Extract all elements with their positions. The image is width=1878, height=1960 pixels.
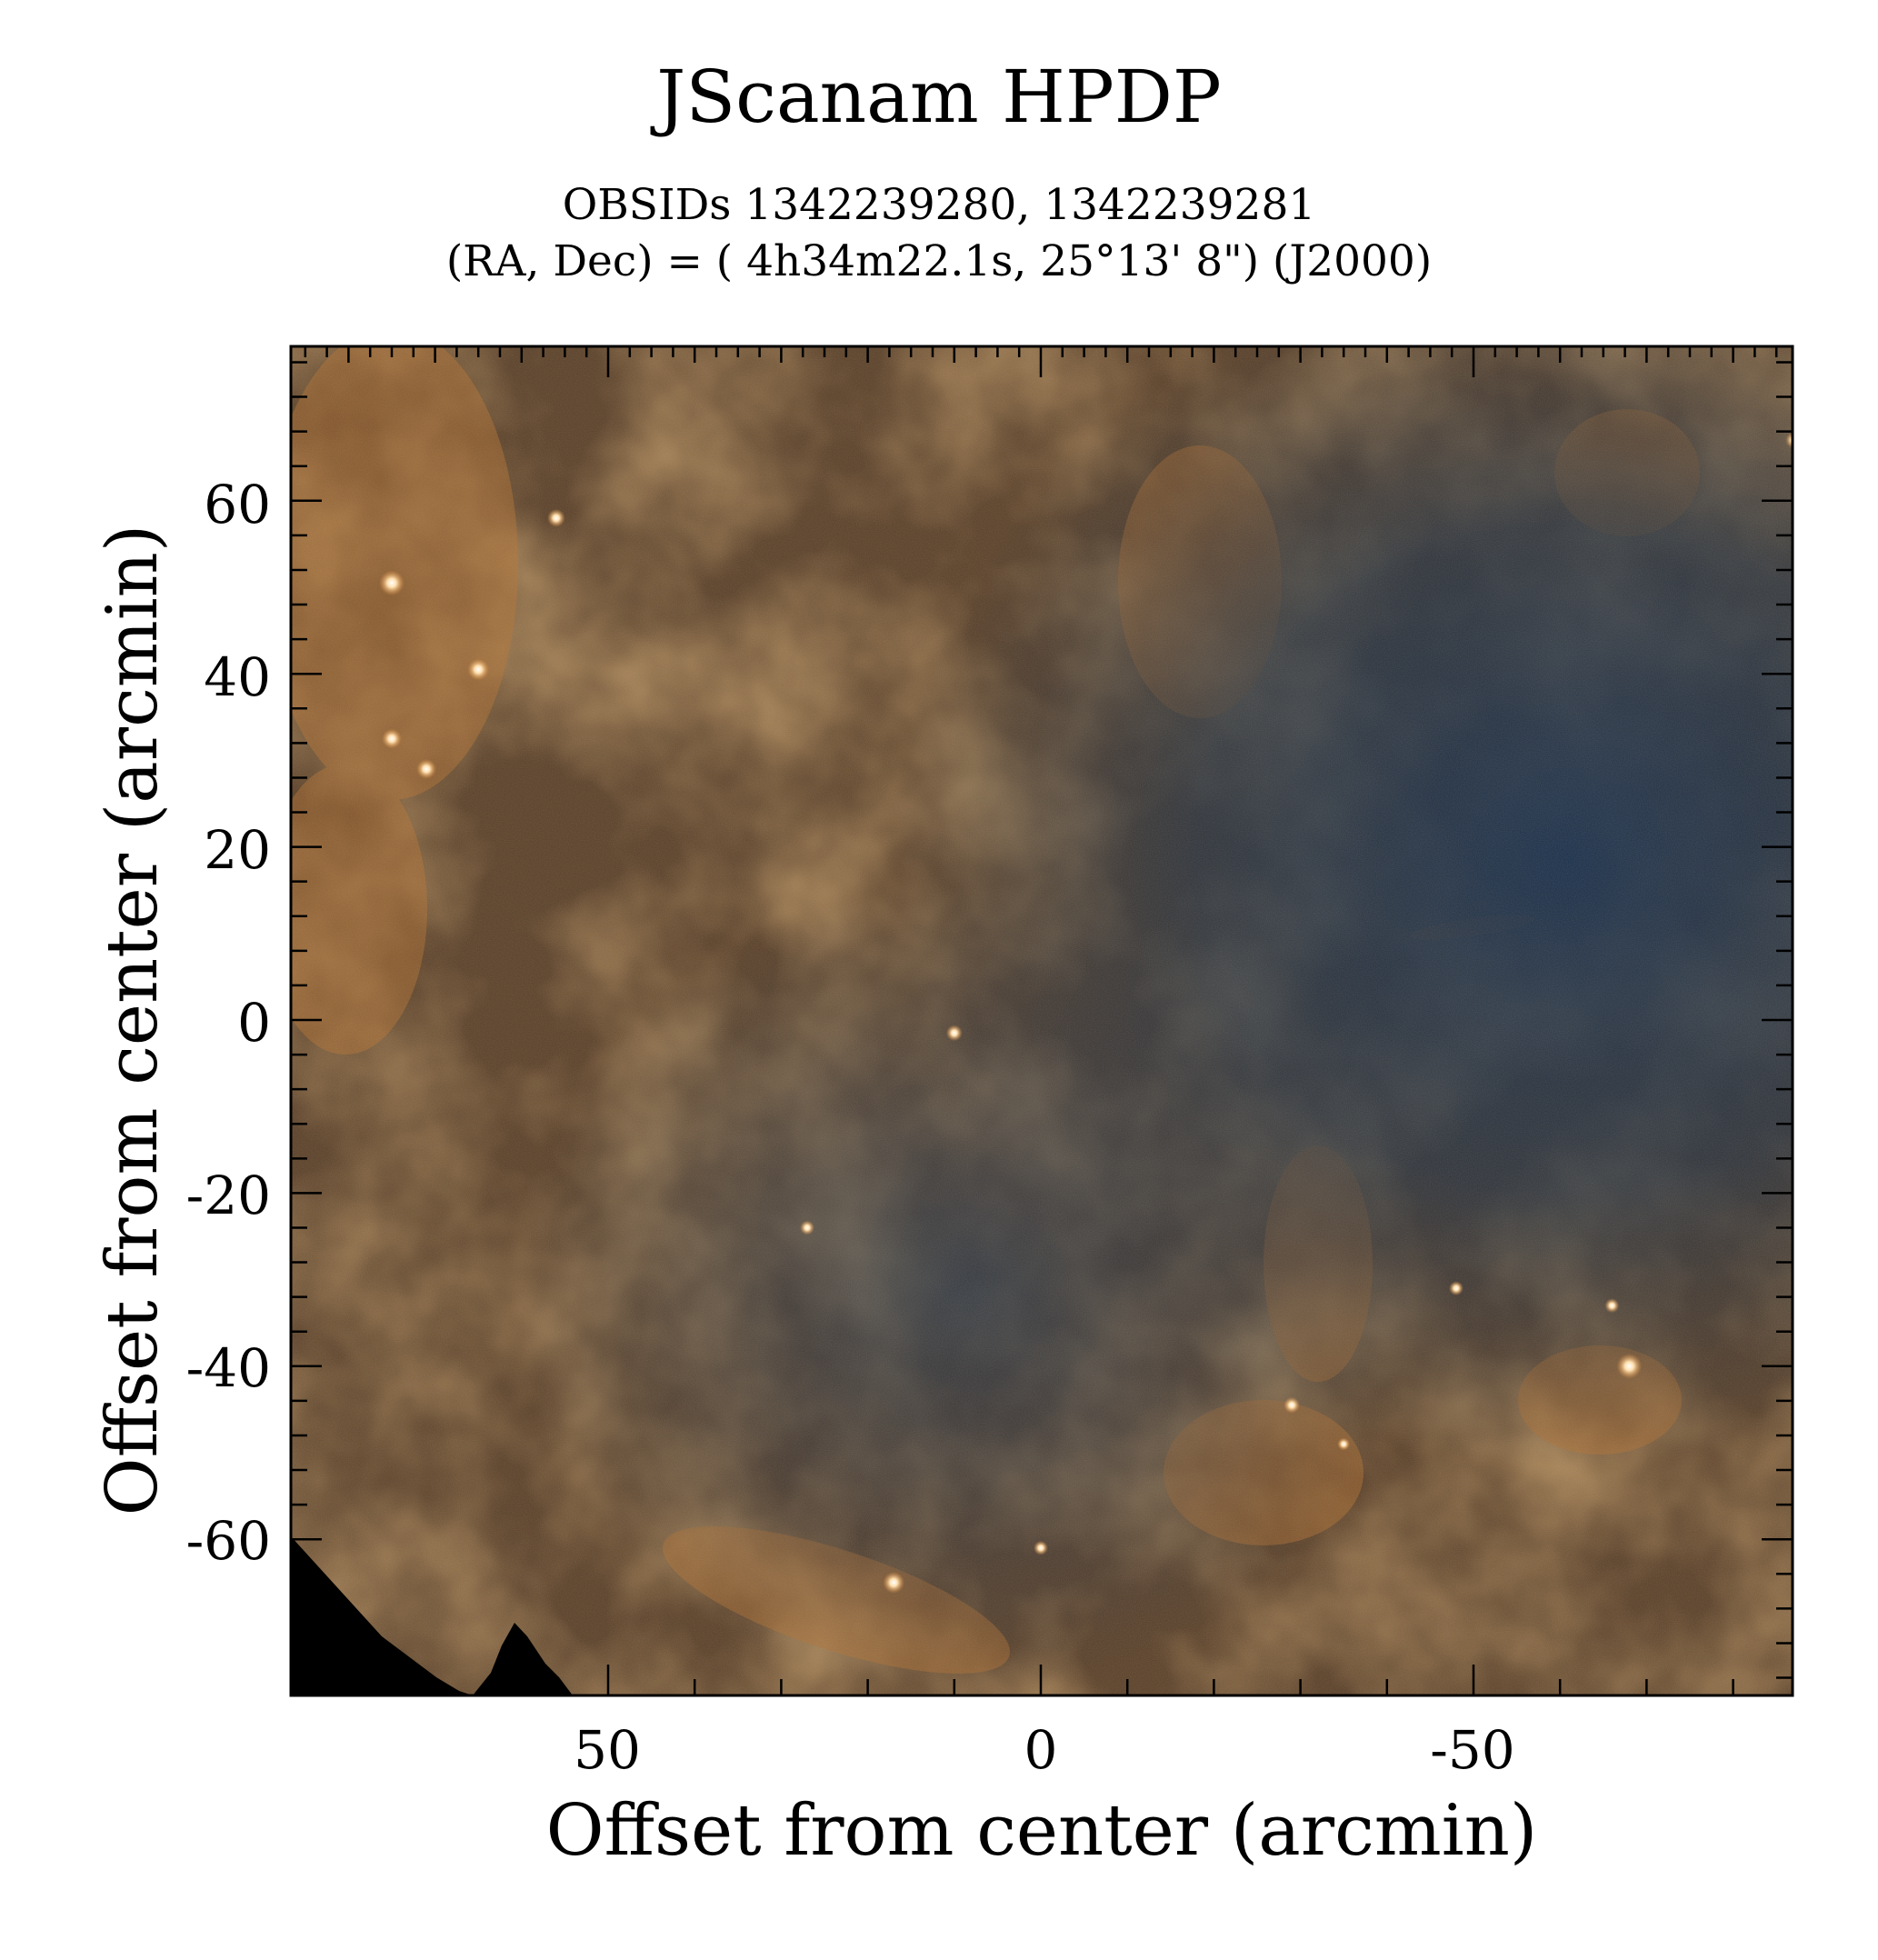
y-axis-title: Offset from center (arcmin) xyxy=(92,525,174,1516)
y-tick-label: 40 xyxy=(204,646,271,708)
point-source xyxy=(546,508,565,527)
point-sources xyxy=(379,432,1793,1594)
point-source xyxy=(1034,1540,1048,1555)
y-tick-label: -20 xyxy=(186,1165,271,1226)
axis-ticks xyxy=(291,346,1793,1695)
figure-title: JScanam HPDP xyxy=(656,55,1222,139)
point-source xyxy=(1604,1298,1620,1314)
x-tick-label: 0 xyxy=(1024,1719,1058,1781)
x-tick-label: 50 xyxy=(574,1719,641,1781)
sky-image xyxy=(291,346,1793,1695)
point-source xyxy=(467,658,490,681)
point-source xyxy=(1616,1353,1643,1379)
point-source xyxy=(945,1025,963,1042)
point-source xyxy=(799,1220,814,1235)
point-source xyxy=(883,1571,905,1594)
point-source xyxy=(1337,1437,1351,1451)
point-source xyxy=(1448,1281,1463,1296)
x-tick-label: -50 xyxy=(1430,1719,1514,1781)
point-source xyxy=(416,758,437,779)
y-tick-label: -40 xyxy=(186,1337,271,1399)
point-source xyxy=(379,570,405,596)
point-source xyxy=(1785,432,1793,449)
y-tick-label: -60 xyxy=(186,1510,271,1572)
x-axis-title: Offset from center (arcmin) xyxy=(546,1790,1538,1872)
point-source xyxy=(1284,1396,1301,1414)
y-tick-label: 60 xyxy=(204,474,271,535)
y-tick-labels: 60 40 20 0 -20 -40 -60 xyxy=(186,474,271,1572)
y-tick-label: 20 xyxy=(204,819,271,881)
y-tick-label: 0 xyxy=(237,992,271,1054)
point-source xyxy=(382,728,402,749)
figure-subtitle-coordinates: (RA, Dec) = ( 4h34m22.1s, 25°13' 8") (J2… xyxy=(445,236,1433,286)
x-tick-labels: 50 0 -50 xyxy=(574,1719,1515,1781)
figure-subtitle-obsids: OBSIDs 1342239280, 1342239281 xyxy=(562,180,1316,230)
